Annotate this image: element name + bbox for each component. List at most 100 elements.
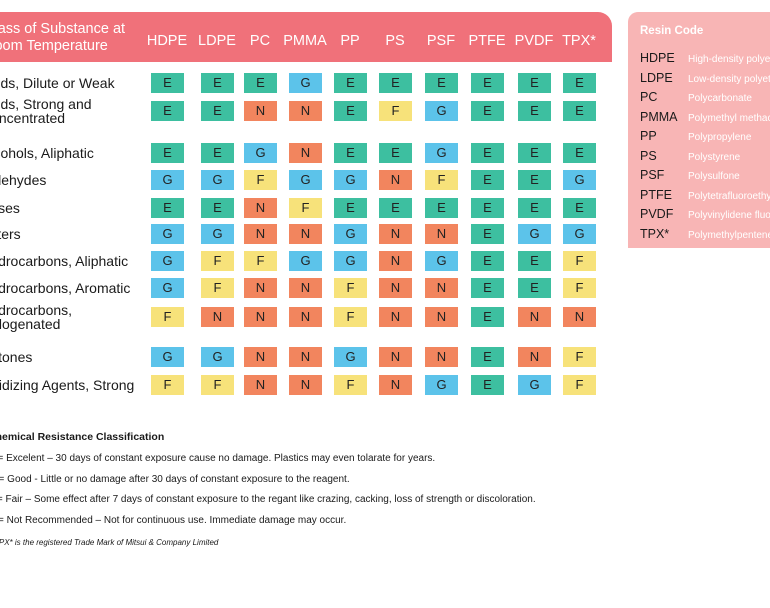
rating-cell: G <box>201 224 234 244</box>
row-label: Hydrocarbons, Aliphatic <box>0 253 129 269</box>
resin-code: PSF <box>640 168 665 182</box>
row-label: Acids, Strong andConcentrated <box>0 96 92 126</box>
legend-item: N = Not Recommended – Not for continuous… <box>0 515 347 526</box>
rating-cell: E <box>425 73 458 93</box>
resin-code-row: PS Polystyrene <box>640 147 740 165</box>
row-label: Aldehydes <box>0 172 47 188</box>
legend-item: F = Fair – Some effect after 7 days of c… <box>0 494 536 505</box>
rating-cell: F <box>201 375 234 395</box>
rating-cell: F <box>563 375 596 395</box>
rating-cell: E <box>244 73 277 93</box>
rating-cell: E <box>563 143 596 163</box>
rating-cell: N <box>379 347 412 367</box>
resin-code: PC <box>640 90 658 104</box>
resin-name: Polypropylene <box>688 132 752 143</box>
resin-code: PMMA <box>640 109 678 124</box>
row-label: Hydrocarbons, Aromatic <box>0 280 131 296</box>
rating-cell: G <box>518 375 551 395</box>
resin-name: Low-density polyethylene <box>688 73 770 85</box>
resin-name: High-density polyethylene <box>688 54 770 65</box>
rating-cell: G <box>425 101 458 121</box>
rating-cell: F <box>201 278 234 298</box>
rating-cell: N <box>244 347 277 367</box>
rating-cell: F <box>563 251 596 271</box>
rating-cell: N <box>289 101 322 121</box>
rating-cell: N <box>244 278 277 298</box>
resin-code-row: PVDF Polyvinylidene fluoride <box>640 205 770 223</box>
row-label: Oxidizing Agents, Strong <box>0 377 135 393</box>
rating-cell: E <box>518 170 551 190</box>
rating-cell: E <box>563 198 596 218</box>
row-label: Alcohols, Aliphatic <box>0 145 94 161</box>
rating-cell: E <box>379 73 412 93</box>
rating-cell: G <box>563 170 596 190</box>
rating-cell: F <box>334 278 367 298</box>
rating-cell: E <box>471 251 504 271</box>
table-header: Class of Substance at Room Temperature H… <box>0 12 612 62</box>
rating-cell: F <box>289 198 322 218</box>
rating-cell: F <box>151 307 184 327</box>
rating-cell: F <box>334 307 367 327</box>
resin-code: PP <box>640 129 657 143</box>
rating-cell: E <box>425 198 458 218</box>
rating-cell: E <box>334 143 367 163</box>
rating-cell: N <box>244 198 277 218</box>
legend-title: Chemical Resistance Classification <box>0 431 165 443</box>
rating-cell: E <box>334 73 367 93</box>
column-header-ldpe: LDPE <box>198 33 236 49</box>
rating-cell: G <box>151 278 184 298</box>
rating-cell: G <box>289 251 322 271</box>
rating-cell: E <box>518 73 551 93</box>
resin-code-row: LDPE Low-density polyethylene <box>640 69 770 87</box>
resin-code: PVDF <box>640 207 674 221</box>
resin-code: PS <box>640 148 657 163</box>
resin-name: Polystyrene <box>688 151 741 163</box>
rating-cell: G <box>289 170 322 190</box>
row-label: Esters <box>0 226 21 242</box>
resin-code: HDPE <box>640 51 675 65</box>
row-label: Ketones <box>0 349 33 365</box>
column-header-psf: PSF <box>426 33 456 49</box>
rating-cell: G <box>201 170 234 190</box>
footnote: TPX* is the registered Trade Mark of Mit… <box>0 538 219 547</box>
rating-cell: E <box>334 101 367 121</box>
rating-cell: N <box>201 307 234 327</box>
column-header-tpx: TPX* <box>562 33 596 49</box>
column-header-hdpe: HDPE <box>146 33 188 49</box>
header-title: Class of Substance at Room Temperature <box>0 21 140 55</box>
header-title-line1: Class of Substance at <box>0 21 126 37</box>
rating-cell: N <box>289 307 322 327</box>
rating-cell: E <box>201 73 234 93</box>
column-header-pc: PC <box>249 33 271 49</box>
rating-cell: N <box>289 224 322 244</box>
resin-name: Polycarbonate <box>688 93 752 104</box>
resin-name: Polytetrafluoroethylene <box>688 190 770 202</box>
column-header-pp: PP <box>340 33 360 49</box>
resin-name: Polymethylpentene <box>688 229 770 241</box>
rating-cell: G <box>334 224 367 244</box>
rating-cell: E <box>471 375 504 395</box>
legend-item: G = Good - Little or no damage after 30 … <box>0 474 350 485</box>
rating-cell: G <box>563 224 596 244</box>
resin-code: LDPE <box>640 70 673 85</box>
rating-cell: E <box>471 170 504 190</box>
header-title-line2: Room Temperature <box>0 38 108 54</box>
rating-cell: G <box>201 347 234 367</box>
resin-name: Polyvinylidene fluoride <box>688 210 770 221</box>
rating-cell: N <box>379 251 412 271</box>
rating-cell: G <box>244 143 277 163</box>
rating-cell: G <box>334 347 367 367</box>
row-label: Hydrocarbons,Halogenated <box>0 302 73 332</box>
rating-cell: N <box>289 143 322 163</box>
rating-cell: N <box>289 347 322 367</box>
rating-cell: E <box>151 73 184 93</box>
resin-name: Polymethyl methacrylate <box>688 112 770 124</box>
rating-cell: G <box>334 170 367 190</box>
rating-cell: E <box>563 73 596 93</box>
rating-cell: N <box>563 307 596 327</box>
rating-cell: N <box>244 375 277 395</box>
resin-code-row: PP Polypropylene <box>640 127 751 145</box>
rating-cell: N <box>289 278 322 298</box>
rating-cell: F <box>563 347 596 367</box>
rating-cell: E <box>518 278 551 298</box>
